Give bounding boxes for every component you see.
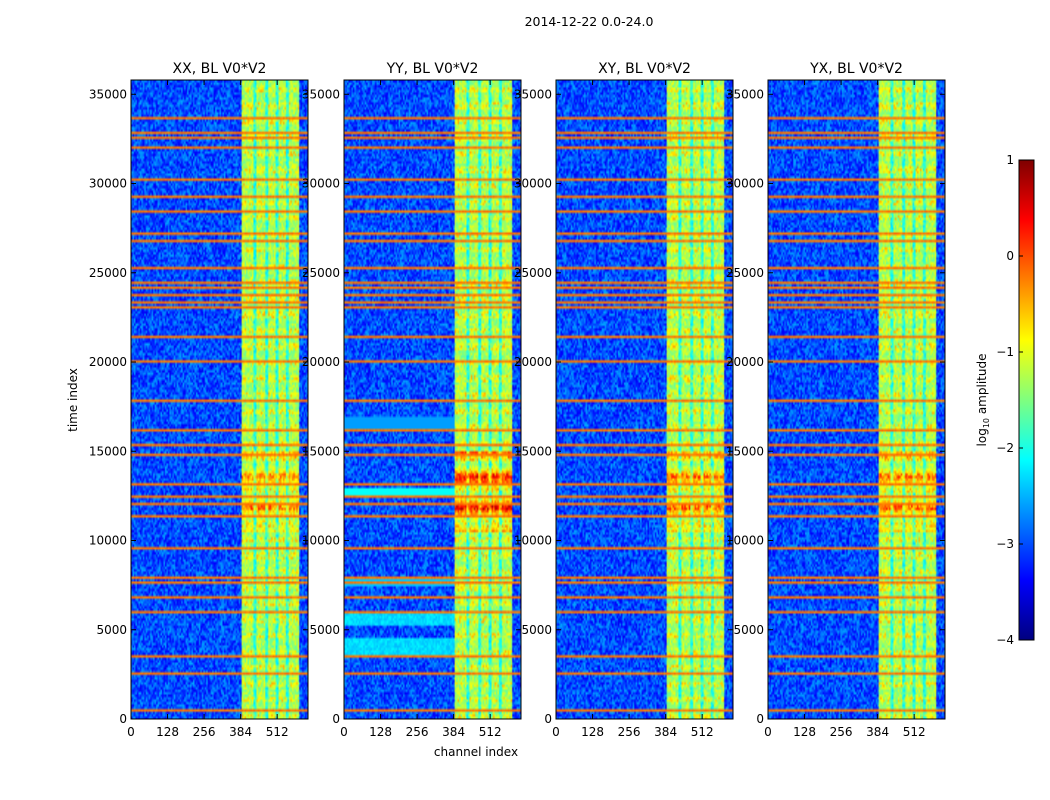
- y-tick-label: 20000: [514, 355, 552, 369]
- panel-YX: YX, BL V0*V2 0 128 256 384 512 0 5000 10000 15000…: [726, 61, 946, 739]
- figure-suptitle: 2014-12-22 0.0-24.0: [525, 14, 654, 29]
- panel-title-XX: XX, BL V0*V2: [173, 61, 267, 77]
- x-axis-label: channel index: [434, 745, 518, 759]
- y-tick-label: 10000: [726, 534, 764, 548]
- colorbar: −4 −3 −2 −1 0 1 log10 amplitude: [975, 153, 1035, 647]
- y-tick-label: 35000: [514, 87, 552, 101]
- x-tick-label: 0: [340, 725, 348, 739]
- axes-frame-YY: [343, 79, 522, 720]
- y-tick-label: 15000: [302, 444, 340, 458]
- y-tick-label: 10000: [514, 534, 552, 548]
- x-tick-label: 256: [193, 725, 216, 739]
- y-tick-label: 20000: [302, 355, 340, 369]
- x-tick-label: 0: [127, 725, 135, 739]
- axes-frame-XX: [130, 79, 309, 720]
- y-tick-label: 35000: [302, 87, 340, 101]
- x-tick-label: 384: [442, 725, 465, 739]
- x-tick-label: 128: [793, 725, 816, 739]
- y-tick-label: 15000: [89, 444, 127, 458]
- y-tick-label: 10000: [89, 534, 127, 548]
- y-tick-label: 35000: [89, 87, 127, 101]
- panels: XX, BL V0*V2 0 128 256 384 512 0 5000 10000 15000…: [89, 61, 946, 739]
- axes-frame-XY: [555, 79, 734, 720]
- colorbar-tick-label: 1: [1006, 153, 1014, 167]
- colorbar-tick-label: −4: [996, 633, 1014, 647]
- x-tick-label: 512: [691, 725, 714, 739]
- y-tick-label: 15000: [514, 444, 552, 458]
- colorbar-tick-label: −2: [996, 441, 1014, 455]
- colorbar-tick-label: 0: [1006, 249, 1014, 263]
- x-tick-label: 384: [866, 725, 889, 739]
- panel-title-YX: YX, BL V0*V2: [809, 61, 903, 77]
- x-tick-label: 256: [618, 725, 641, 739]
- y-tick-label: 25000: [726, 266, 764, 280]
- y-tick-label: 25000: [514, 266, 552, 280]
- x-tick-label: 256: [406, 725, 429, 739]
- y-tick-label: 35000: [726, 87, 764, 101]
- y-tick-label: 20000: [89, 355, 127, 369]
- y-tick-label: 5000: [733, 623, 764, 637]
- x-tick-label: 128: [369, 725, 392, 739]
- x-tick-label: 512: [479, 725, 502, 739]
- panel-XY: XY, BL V0*V2 0 128 256 384 512 0 5000 10000 15000…: [514, 61, 734, 739]
- heatmap-XY: [556, 80, 733, 719]
- panel-title-YY: YY, BL V0*V2: [386, 61, 479, 77]
- x-tick-label: 0: [552, 725, 560, 739]
- axes-frame-YX: [767, 79, 946, 720]
- x-tick-label: 128: [156, 725, 179, 739]
- y-tick-label: 5000: [96, 623, 127, 637]
- heatmap-YX: [768, 80, 945, 719]
- panel-YY: YY, BL V0*V2 0 128 256 384 512 0 5000 10000 15000…: [302, 61, 522, 739]
- x-tick-label: 384: [654, 725, 677, 739]
- colorbar-label: log10 amplitude: [975, 354, 991, 447]
- x-tick-label: 256: [830, 725, 853, 739]
- y-tick-label: 30000: [514, 177, 552, 191]
- y-tick-label: 0: [756, 712, 764, 726]
- y-tick-label: 0: [332, 712, 340, 726]
- y-tick-label: 30000: [89, 177, 127, 191]
- y-tick-label: 10000: [302, 534, 340, 548]
- heatmap-YY: [344, 80, 521, 719]
- x-tick-label: 128: [581, 725, 604, 739]
- y-tick-label: 30000: [302, 177, 340, 191]
- colorbar-gradient: [1018, 159, 1035, 641]
- x-tick-label: 512: [903, 725, 926, 739]
- panel-title-XY: XY, BL V0*V2: [598, 61, 691, 77]
- x-tick-label: 512: [266, 725, 289, 739]
- y-tick-label: 0: [544, 712, 552, 726]
- colorbar-tick-label: −1: [996, 345, 1014, 359]
- y-tick-label: 20000: [726, 355, 764, 369]
- y-tick-label: 15000: [726, 444, 764, 458]
- y-tick-label: 25000: [302, 266, 340, 280]
- colorbar-tick-label: −3: [996, 537, 1014, 551]
- y-tick-label: 25000: [89, 266, 127, 280]
- y-axis-label: time index: [66, 368, 80, 432]
- panel-XX: XX, BL V0*V2 0 128 256 384 512 0 5000 10000 15000…: [89, 61, 309, 739]
- y-tick-label: 5000: [521, 623, 552, 637]
- y-tick-label: 5000: [309, 623, 340, 637]
- x-tick-label: 0: [764, 725, 772, 739]
- heatmap-XX: [131, 80, 308, 719]
- y-tick-label: 0: [119, 712, 127, 726]
- x-tick-label: 384: [229, 725, 252, 739]
- y-tick-label: 30000: [726, 177, 764, 191]
